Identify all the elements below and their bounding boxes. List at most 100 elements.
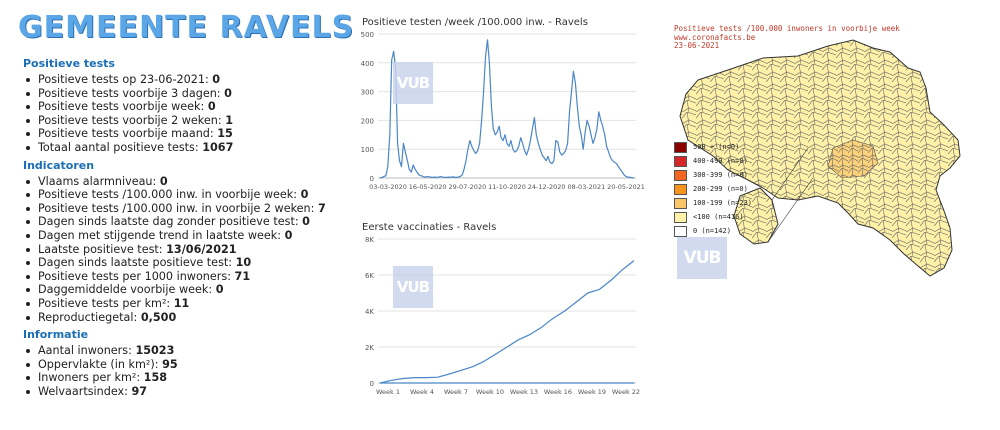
legend-entry: 500 + (n=0) xyxy=(674,140,752,154)
stat-label: Daggemiddelde voorbije week: xyxy=(38,283,216,297)
x-tick-label: Week 4 xyxy=(410,388,434,396)
chart-title-positive-tests: Positieve testen /week /100.000 inw. - R… xyxy=(362,17,588,28)
stat-label: Laatste positieve test: xyxy=(38,242,167,256)
section-heading: Indicatoren xyxy=(23,158,95,172)
stat-label: Positieve tests /100.000 inw. in voorbij… xyxy=(38,201,318,215)
stat-list: Positieve tests op 23-06-2021: 0 Positiev… xyxy=(18,73,348,155)
legend-entry: 0 (n=142) xyxy=(674,224,752,238)
stat-item: Welvaartsindex: 97 xyxy=(26,384,348,399)
higher-incidence-area xyxy=(827,139,879,179)
legend-entry: <100 (n=416) xyxy=(674,210,752,224)
stat-item: Positieve tests per km²: 11 xyxy=(26,296,348,311)
x-tick-label: Week 1 xyxy=(376,388,400,396)
stat-item: Daggemiddelde voorbije week: 0 xyxy=(26,283,348,297)
section-heading: Positieve tests xyxy=(23,57,115,70)
vub-watermark-logo: VUB xyxy=(393,266,433,308)
stat-value: 13/06/2021 xyxy=(166,242,237,256)
stat-value: 0 xyxy=(212,73,221,86)
legend-swatch xyxy=(674,141,687,153)
map-header-line: 23-06-2021 xyxy=(674,41,720,50)
section-heading: Informatie xyxy=(23,328,89,342)
x-tick-label: Week 7 xyxy=(444,388,468,396)
map-header-line: Positieve tests /100.000 inwoners in voo… xyxy=(674,24,900,33)
stat-item: Positieve tests /100.000 inw. in voorbij… xyxy=(26,188,348,202)
legend-swatch xyxy=(674,169,687,181)
x-tick-label: Week 13 xyxy=(510,388,538,396)
stat-item: Reproductiegetal: 0,500 xyxy=(26,310,348,325)
x-tick-label: 03-03-2020 xyxy=(369,183,407,191)
info-panel: Positieve tests Positieve tests op 23-06… xyxy=(18,57,348,398)
section-informatie: Informatie Aantal inwoners: 15023 Oppervl… xyxy=(18,328,348,398)
stat-label: Positieve tests per 1000 inwoners: xyxy=(38,269,235,283)
legend-entry: 400-499 (n=0) xyxy=(674,154,752,168)
stat-label: Positieve tests per km²: xyxy=(38,296,174,310)
y-tick-label: 200 xyxy=(361,117,374,125)
y-tick-label: 400 xyxy=(361,60,374,68)
stat-label: Positieve tests voorbije week: xyxy=(38,100,208,114)
section-positieve-tests: Positieve tests Positieve tests op 23-06… xyxy=(18,57,348,155)
y-tick-label: 0 xyxy=(370,380,374,388)
y-tick-label: 2K xyxy=(365,344,374,352)
map-header-line: www.coronafacts.be xyxy=(674,32,756,42)
legend-swatch xyxy=(674,197,687,209)
belgium-municipality-map xyxy=(679,39,961,277)
stat-label: Reproductiegetal: xyxy=(38,310,141,324)
y-tick-label: 100 xyxy=(361,146,374,154)
vub-watermark-logo: VUB xyxy=(393,62,433,104)
x-tick-label: 11-10-2020 xyxy=(488,183,526,191)
stat-label: Totaal aantal positieve tests: xyxy=(38,140,203,154)
stat-list: Aantal inwoners: 15023 Oppervlakte (in km… xyxy=(18,344,348,398)
legend-entry: 100-199 (n=23) xyxy=(674,196,752,210)
stat-label: Positieve tests voorbije 3 dagen: xyxy=(38,86,225,100)
stat-label: Dagen sinds laatste dag zonder positieve… xyxy=(38,215,303,229)
stat-item: Positieve tests voorbije maand: 15 xyxy=(26,127,348,141)
stat-item: Oppervlakte (in km²): 95 xyxy=(26,357,348,372)
stat-value: 0 xyxy=(215,283,224,297)
stat-label: Oppervlakte (in km²): xyxy=(38,357,163,371)
stat-item: Inwoners per km²: 158 xyxy=(26,371,348,385)
stat-label: Dagen sinds laatste positieve test: xyxy=(38,256,236,270)
positive-tests-chart: 0 100 200 300 400 500 03-03-2020 16-05-2020 29-0… xyxy=(361,31,644,191)
vaccinations-chart: 0 2K 4K 6K 8K Week 1 Week 4 Week 7 Week 10 Week 1… xyxy=(365,236,640,396)
legend-label: 200-299 (n=0) xyxy=(693,185,748,193)
stat-value: 10 xyxy=(235,256,252,270)
page-title: GEMEENTE RAVELS xyxy=(18,10,355,45)
stat-value: 95 xyxy=(162,357,178,371)
stat-item: Totaal aantal positieve tests: 1067 xyxy=(26,140,348,155)
stat-value: 1067 xyxy=(202,140,234,154)
vub-watermark-logo: VUB xyxy=(677,237,727,279)
x-tick-label: Week 10 xyxy=(476,388,504,396)
stat-item: Positieve tests /100.000 inw. in voorbij… xyxy=(26,201,348,216)
stat-item: Dagen sinds laatste positieve test: 10 xyxy=(26,256,348,270)
legend-label: 100-199 (n=23) xyxy=(693,199,753,207)
stat-value: 0 xyxy=(207,100,216,114)
map-header: Positieve tests /100.000 inwoners in voo… xyxy=(674,24,900,51)
belgium-outline xyxy=(679,39,961,277)
legend-label: 300-399 (n=0) xyxy=(693,171,748,179)
y-tick-label: 500 xyxy=(361,31,374,39)
stat-value: 158 xyxy=(143,371,168,385)
legend-label: 500 + (n=0) xyxy=(693,143,740,151)
stat-value: 0 xyxy=(159,174,168,188)
stat-value: 15023 xyxy=(135,344,175,358)
y-tick-label: 300 xyxy=(361,89,374,97)
stat-value: 0 xyxy=(302,215,310,229)
legend-label: 400-499 (n=0) xyxy=(693,157,748,165)
stat-item: Laatste positieve test: 13/06/2021 xyxy=(26,242,348,257)
stat-label: Positieve tests voorbije maand: xyxy=(38,127,218,141)
y-tick-label: 4K xyxy=(365,308,374,316)
stat-value: 0 xyxy=(284,228,293,242)
stat-value: 7 xyxy=(317,201,326,215)
x-tick-label: Week 16 xyxy=(544,388,572,396)
stat-value: 97 xyxy=(131,384,148,398)
legend-label: <100 (n=416) xyxy=(693,213,744,221)
stat-item: Positieve tests voorbije 2 weken: 1 xyxy=(26,114,348,128)
stat-item: Vlaams alarmniveau: 0 xyxy=(26,174,348,189)
legend-swatch xyxy=(674,155,687,167)
x-tick-label: 16-05-2020 xyxy=(409,183,447,191)
stat-value: 0 xyxy=(224,86,232,100)
x-tick-label: 08-03-2021 xyxy=(567,183,605,191)
y-tick-label: 6K xyxy=(365,272,374,280)
stat-value: 0 xyxy=(300,188,309,202)
x-tick-label: 20-05-2021 xyxy=(607,183,644,191)
